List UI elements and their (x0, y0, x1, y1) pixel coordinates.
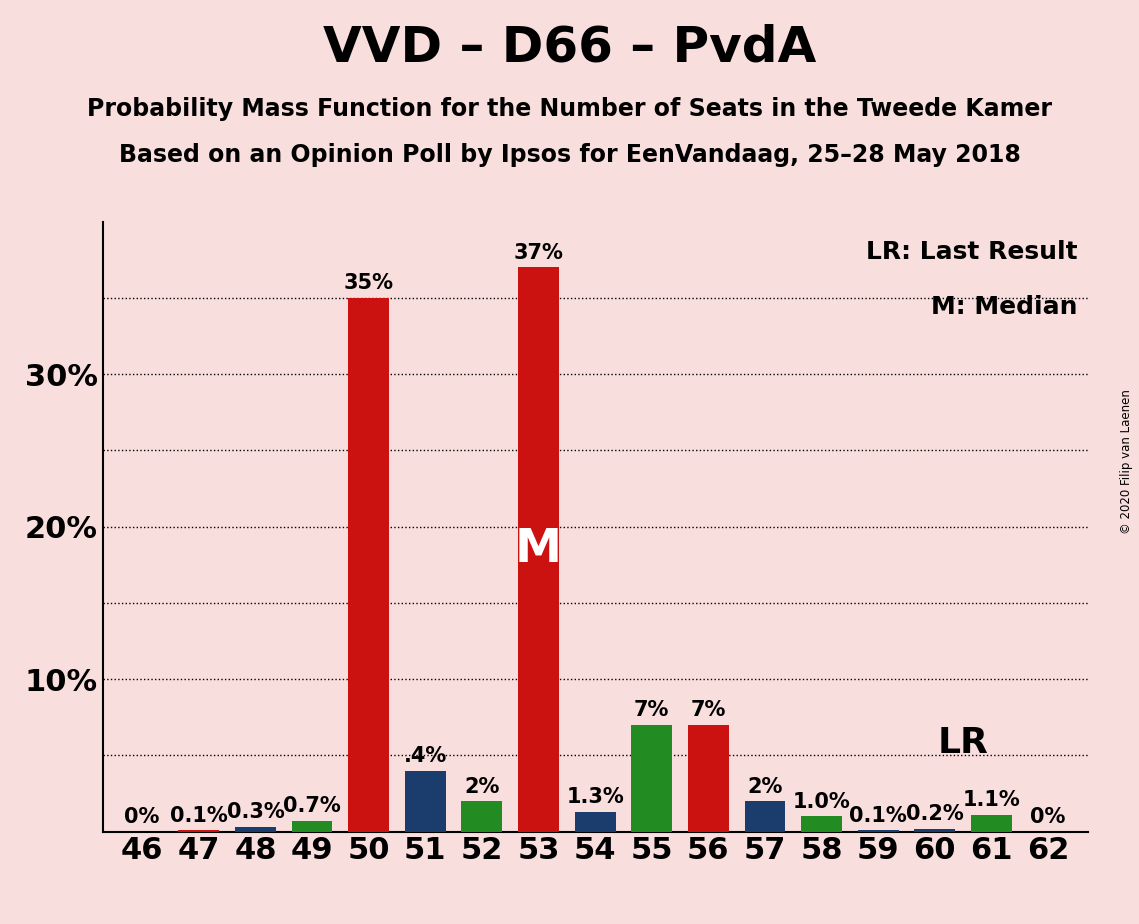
Bar (915, 829, 956, 832)
Text: Probability Mass Function for the Number of Seats in the Tweede Kamer: Probability Mass Function for the Number… (87, 97, 1052, 121)
Text: LR: LR (937, 726, 989, 760)
Bar (858, 830, 899, 832)
Text: VVD – D66 – PvdA: VVD – D66 – PvdA (322, 23, 817, 71)
Bar (404, 771, 445, 832)
Bar (575, 812, 615, 832)
Text: 2%: 2% (465, 776, 500, 796)
Text: 7%: 7% (690, 700, 726, 721)
Bar (972, 815, 1011, 832)
Bar (179, 830, 219, 832)
Text: M: Median: M: Median (932, 295, 1077, 319)
Text: 0.1%: 0.1% (850, 806, 907, 825)
Bar (349, 298, 390, 832)
Bar (631, 724, 672, 832)
Text: 0.2%: 0.2% (906, 804, 964, 824)
Text: 0.1%: 0.1% (170, 806, 228, 825)
Text: 0%: 0% (124, 807, 159, 827)
Bar (235, 827, 276, 832)
Text: .4%: .4% (403, 746, 446, 766)
Text: © 2020 Filip van Laenen: © 2020 Filip van Laenen (1121, 390, 1133, 534)
Text: 1.3%: 1.3% (566, 787, 624, 808)
Text: LR: Last Result: LR: Last Result (867, 240, 1077, 264)
Bar (801, 817, 842, 832)
Bar (518, 268, 559, 832)
Text: Based on an Opinion Poll by Ipsos for EenVandaag, 25–28 May 2018: Based on an Opinion Poll by Ipsos for Ee… (118, 143, 1021, 167)
Text: 35%: 35% (344, 274, 394, 294)
Text: 0.7%: 0.7% (284, 796, 341, 817)
Text: 37%: 37% (514, 243, 564, 263)
Text: 0.3%: 0.3% (227, 802, 285, 822)
Text: 1.1%: 1.1% (962, 790, 1021, 810)
Text: M: M (515, 527, 562, 572)
Bar (688, 724, 729, 832)
Text: 2%: 2% (747, 776, 782, 796)
Text: 7%: 7% (634, 700, 670, 721)
Text: 0%: 0% (1031, 807, 1066, 827)
Bar (292, 821, 333, 832)
Text: 1.0%: 1.0% (793, 792, 851, 812)
Bar (745, 801, 786, 832)
Bar (461, 801, 502, 832)
